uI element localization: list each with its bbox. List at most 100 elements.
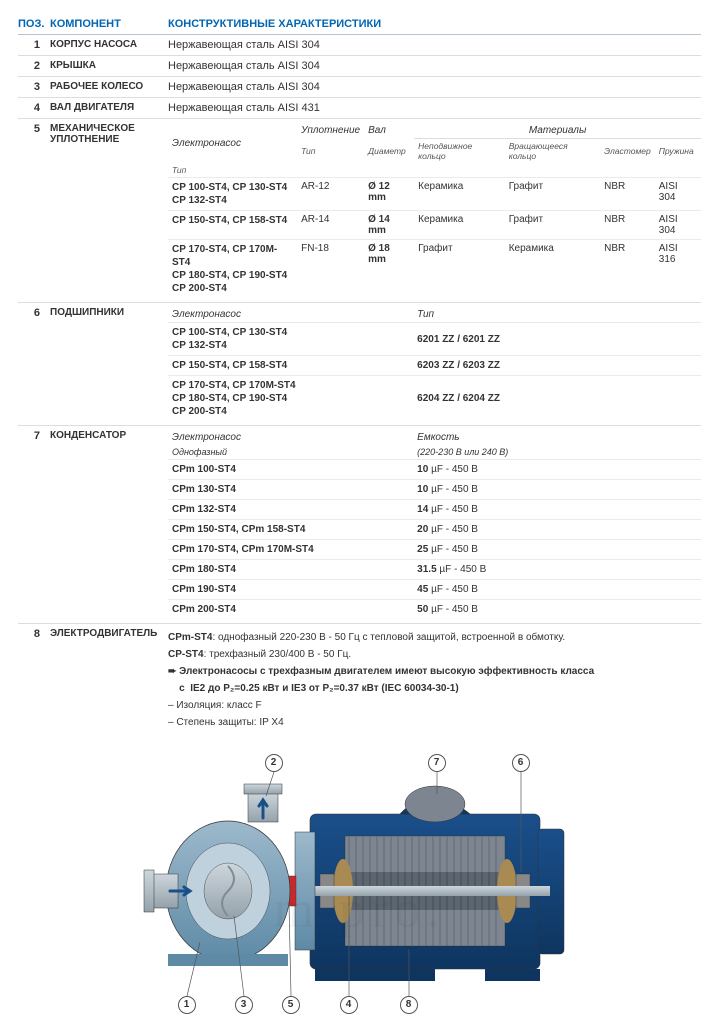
simple-rows: 1 КОРПУС НАСОСА Нержавеющая сталь AISI 3… — [18, 35, 701, 119]
bearing-table: Электронасос Тип CP 100-ST4, CP 130-ST4C… — [168, 307, 701, 421]
cell-elast: NBR — [600, 240, 655, 299]
th-phase: Однофазный — [168, 445, 413, 460]
cell-models: CP 150-ST4, CP 158-ST4 — [168, 356, 413, 376]
cell-model: CPm 132-ST4 — [168, 500, 413, 520]
motor-notes: CPm-ST4: однофазный 220-230 В - 50 Гц с … — [168, 628, 701, 732]
cell-type: 6203 ZZ / 6203 ZZ — [413, 356, 701, 376]
pump-svg — [100, 754, 620, 1014]
th-spring: Пружина — [655, 139, 701, 164]
row-name: ЭЛЕКТРОДВИГАТЕЛЬ — [50, 628, 168, 639]
cell-model: CPm 150-ST4, CPm 158-ST4 — [168, 520, 413, 540]
table-row: CP 150-ST4, CP 158-ST4 6203 ZZ / 6203 ZZ — [168, 356, 701, 376]
row-num: 8 — [18, 628, 50, 640]
header-row: ПОЗ. КОМПОНЕНТ КОНСТРУКТИВНЫЕ ХАРАКТЕРИС… — [18, 12, 701, 35]
motor-l2a: CP-ST4 — [168, 649, 204, 660]
table-row: CP 170-ST4, CP 170M-ST4CP 180-ST4, CP 19… — [168, 376, 701, 422]
row-name: ПОДШИПНИКИ — [50, 307, 168, 318]
row-seal: 5 МЕХАНИЧЕСКОЕ УПЛОТНЕНИЕ Электронасос У… — [18, 119, 701, 303]
cell-model: CPm 100-ST4 — [168, 460, 413, 480]
seal-table: Электронасос Уплотнение Вал Материалы Ти… — [168, 123, 701, 298]
cell-diam: Ø 18 mm — [364, 240, 414, 299]
cell-spring: AISI 316 — [655, 240, 701, 299]
th-volt: (220-230 В или 240 В) — [413, 445, 701, 460]
table-row: CPm 132-ST4 14 µF - 450 В — [168, 500, 701, 520]
table-row: CPm 180-ST4 31.5 µF - 450 В — [168, 560, 701, 580]
cell-cap: 50 µF - 450 В — [413, 600, 701, 620]
row-spec: Нержавеющая сталь AISI 304 — [168, 60, 701, 72]
cell-cap: 10 µF - 450 В — [413, 460, 701, 480]
motor-l2b: : трехфазный 230/400 В - 50 Гц. — [204, 649, 352, 660]
cell-cap: 20 µF - 450 В — [413, 520, 701, 540]
row-name: КРЫШКА — [50, 60, 168, 72]
row-num: 2 — [18, 60, 50, 72]
callout-8: 8 — [400, 996, 418, 1014]
row-bearings: 6 ПОДШИПНИКИ Электронасос Тип CP 100-ST4… — [18, 303, 701, 426]
row-num: 5 — [18, 123, 50, 135]
th-diam: Диаметр — [364, 139, 414, 164]
th-pump: Электронасос — [168, 430, 413, 445]
row-name: МЕХАНИЧЕСКОЕ УПЛОТНЕНИЕ — [50, 123, 168, 145]
table-row: 2 КРЫШКА Нержавеющая сталь AISI 304 — [18, 56, 701, 77]
cell-stype: AR-12 — [297, 178, 364, 211]
callout-1: 1 — [178, 996, 196, 1014]
page: ПОЗ. КОМПОНЕНТ КОНСТРУКТИВНЫЕ ХАРАКТЕРИС… — [0, 0, 719, 1026]
motor-hl1: ➨ Электронасосы с трехфазным двигателем … — [168, 666, 594, 677]
motor-l3: – Изоляция: класс F — [168, 698, 701, 713]
cell-models: CP 170-ST4, CP 170M-ST4CP 180-ST4, CP 19… — [168, 240, 297, 299]
cell-diam: Ø 12 mm — [364, 178, 414, 211]
row-capacitor: 7 КОНДЕНСАТОР Электронасос Емкость Одноф… — [18, 426, 701, 624]
cell-rot: Графит — [505, 211, 600, 240]
cell-model: CPm 130-ST4 — [168, 480, 413, 500]
row-num: 4 — [18, 102, 50, 114]
cell-models: CP 150-ST4, CP 158-ST4 — [168, 211, 297, 240]
pump-diagram: m pro. 27613548 — [100, 754, 620, 1014]
cell-rot: Керамика — [505, 240, 600, 299]
cell-cap: 31.5 µF - 450 В — [413, 560, 701, 580]
cell-stat: Графит — [414, 240, 505, 299]
row-name: ВАЛ ДВИГАТЕЛЯ — [50, 102, 168, 114]
row-spec: Нержавеющая сталь AISI 304 — [168, 81, 701, 93]
table-row: CP 100-ST4, CP 130-ST4CP 132-ST4 6201 ZZ… — [168, 323, 701, 356]
cell-spring: AISI 304 — [655, 211, 701, 240]
cell-stat: Керамика — [414, 178, 505, 211]
header-comp: КОМПОНЕНТ — [50, 18, 168, 30]
cell-stype: AR-14 — [297, 211, 364, 240]
cell-model: CPm 170-ST4, CPm 170M-ST4 — [168, 540, 413, 560]
callout-3: 3 — [235, 996, 253, 1014]
seal-name-l1: МЕХАНИЧЕСКОЕ — [50, 123, 135, 134]
header-pos: ПОЗ. — [18, 18, 50, 30]
table-row: CP 150-ST4, CP 158-ST4 AR-14 Ø 14 mm Кер… — [168, 211, 701, 240]
bearings-spec: Электронасос Тип CP 100-ST4, CP 130-ST4C… — [168, 307, 701, 421]
th-pump: Электронасос — [168, 307, 413, 323]
table-row: CPm 150-ST4, CPm 158-ST4 20 µF - 450 В — [168, 520, 701, 540]
row-num: 3 — [18, 81, 50, 93]
th-type-sub: Тип — [168, 163, 297, 178]
table-row: CPm 130-ST4 10 µF - 450 В — [168, 480, 701, 500]
table-row: CP 170-ST4, CP 170M-ST4CP 180-ST4, CP 19… — [168, 240, 701, 299]
motor-hl2: с IE2 до P₂=0.25 кВт и IE3 от P₂=0.37 кВ… — [168, 683, 459, 694]
cell-cap: 45 µF - 450 В — [413, 580, 701, 600]
th-type: Тип — [413, 307, 701, 323]
th-seal: Уплотнение — [297, 123, 364, 139]
cell-type: 6204 ZZ / 6204 ZZ — [413, 376, 701, 422]
callout-6: 6 — [512, 754, 530, 772]
row-spec: Нержавеющая сталь AISI 431 — [168, 102, 701, 114]
row-num: 7 — [18, 430, 50, 442]
cell-type: 6201 ZZ / 6201 ZZ — [413, 323, 701, 356]
table-row: CPm 100-ST4 10 µF - 450 В — [168, 460, 701, 480]
row-num: 6 — [18, 307, 50, 319]
table-row: 3 РАБОЧЕЕ КОЛЕСО Нержавеющая сталь AISI … — [18, 77, 701, 98]
callout-2: 2 — [265, 754, 283, 772]
table-row: CPm 170-ST4, CPm 170M-ST4 25 µF - 450 В — [168, 540, 701, 560]
row-spec: Нержавеющая сталь AISI 304 — [168, 39, 701, 51]
table-row: 4 ВАЛ ДВИГАТЕЛЯ Нержавеющая сталь AISI 4… — [18, 98, 701, 119]
th-stat: Неподвижное кольцо — [414, 139, 505, 164]
cell-model: CPm 190-ST4 — [168, 580, 413, 600]
th-rot: Вращающееся кольцо — [505, 139, 600, 164]
seal-spec: Электронасос Уплотнение Вал Материалы Ти… — [168, 123, 701, 298]
cell-stat: Керамика — [414, 211, 505, 240]
motor-l1b: : однофазный 220-230 В - 50 Гц с теплово… — [212, 632, 565, 643]
callout-5: 5 — [282, 996, 300, 1014]
table-row: CPm 200-ST4 50 µF - 450 В — [168, 600, 701, 620]
cell-spring: AISI 304 — [655, 178, 701, 211]
